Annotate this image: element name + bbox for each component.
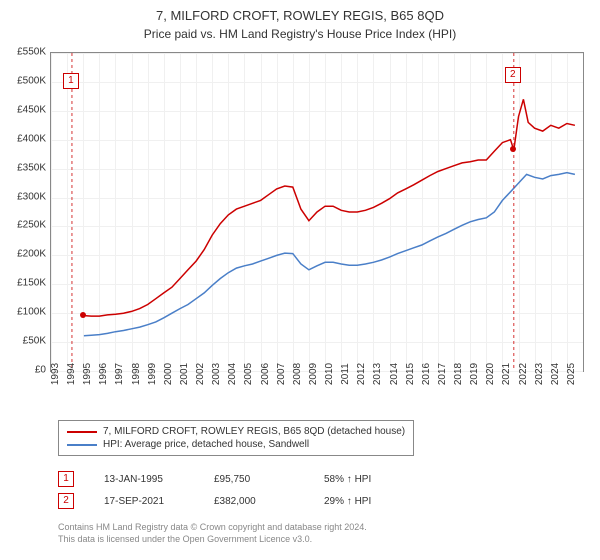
chart-lines: [51, 53, 583, 371]
x-axis-label: 1995: [82, 363, 93, 385]
x-axis-label: 2022: [518, 363, 529, 385]
x-axis-label: 2013: [372, 363, 383, 385]
annotation-marker: 2: [505, 67, 521, 83]
event-price: £95,750: [214, 474, 294, 485]
x-axis-label: 2017: [437, 363, 448, 385]
data-point-marker: [510, 146, 516, 152]
event-row: 2 17-SEP-2021 £382,000 29% ↑ HPI: [58, 490, 404, 512]
y-axis-label: £350K: [17, 162, 46, 173]
legend-box: 7, MILFORD CROFT, ROWLEY REGIS, B65 8QD …: [58, 420, 414, 456]
x-axis-label: 2001: [179, 363, 190, 385]
x-axis-label: 2018: [453, 363, 464, 385]
legend-label: 7, MILFORD CROFT, ROWLEY REGIS, B65 8QD …: [103, 426, 405, 437]
x-axis-label: 2005: [243, 363, 254, 385]
y-axis-label: £100K: [17, 307, 46, 318]
y-axis-label: £500K: [17, 75, 46, 86]
event-date: 13-JAN-1995: [104, 474, 184, 485]
chart-container: 7, MILFORD CROFT, ROWLEY REGIS, B65 8QD …: [0, 0, 600, 560]
footer-line: This data is licensed under the Open Gov…: [58, 534, 367, 546]
event-price: £382,000: [214, 496, 294, 507]
footer-text: Contains HM Land Registry data © Crown c…: [58, 522, 367, 545]
x-axis-label: 1993: [50, 363, 61, 385]
chart-title: 7, MILFORD CROFT, ROWLEY REGIS, B65 8QD: [0, 0, 600, 23]
event-marker: 2: [58, 493, 74, 509]
x-axis-label: 2010: [324, 363, 335, 385]
x-axis-label: 2000: [163, 363, 174, 385]
plot-area: [50, 52, 584, 372]
x-axis-label: 1999: [147, 363, 158, 385]
x-axis-label: 2021: [501, 363, 512, 385]
x-axis-label: 2019: [469, 363, 480, 385]
legend-label: HPI: Average price, detached house, Sand…: [103, 439, 309, 450]
event-marker: 1: [58, 471, 74, 487]
x-axis-label: 2011: [340, 363, 351, 385]
annotation-marker: 1: [63, 73, 79, 89]
x-axis-label: 1994: [66, 363, 77, 385]
y-axis-label: £150K: [17, 278, 46, 289]
chart-subtitle: Price paid vs. HM Land Registry's House …: [0, 23, 600, 41]
x-axis-label: 2007: [276, 363, 287, 385]
legend-swatch: [67, 444, 97, 446]
event-row: 1 13-JAN-1995 £95,750 58% ↑ HPI: [58, 468, 404, 490]
x-axis-label: 2002: [195, 363, 206, 385]
y-axis-label: £400K: [17, 133, 46, 144]
x-axis-label: 2014: [389, 363, 400, 385]
y-axis-label: £0: [35, 365, 46, 376]
legend-item: 7, MILFORD CROFT, ROWLEY REGIS, B65 8QD …: [67, 425, 405, 438]
legend-swatch: [67, 431, 97, 433]
y-axis-label: £450K: [17, 104, 46, 115]
event-hpi: 58% ↑ HPI: [324, 474, 404, 485]
x-axis-label: 2023: [534, 363, 545, 385]
x-axis-label: 2006: [260, 363, 271, 385]
x-axis-label: 2020: [485, 363, 496, 385]
y-axis-label: £250K: [17, 220, 46, 231]
x-axis-label: 1997: [114, 363, 125, 385]
x-axis-label: 1998: [131, 363, 142, 385]
x-axis-label: 2009: [308, 363, 319, 385]
x-axis-label: 2012: [356, 363, 367, 385]
footer-line: Contains HM Land Registry data © Crown c…: [58, 522, 367, 534]
event-date: 17-SEP-2021: [104, 496, 184, 507]
y-axis-label: £550K: [17, 47, 46, 58]
y-axis-label: £300K: [17, 191, 46, 202]
x-axis-label: 2024: [550, 363, 561, 385]
x-axis-label: 2004: [227, 363, 238, 385]
event-hpi: 29% ↑ HPI: [324, 496, 404, 507]
data-point-marker: [80, 312, 86, 318]
y-axis-label: £200K: [17, 249, 46, 260]
event-table: 1 13-JAN-1995 £95,750 58% ↑ HPI 2 17-SEP…: [58, 468, 404, 512]
x-axis-label: 2015: [405, 363, 416, 385]
y-axis-label: £50K: [23, 336, 46, 347]
x-axis-label: 1996: [98, 363, 109, 385]
x-axis-label: 2003: [211, 363, 222, 385]
x-axis-label: 2008: [292, 363, 303, 385]
x-axis-label: 2016: [421, 363, 432, 385]
x-axis-label: 2025: [566, 363, 577, 385]
legend-item: HPI: Average price, detached house, Sand…: [67, 438, 405, 451]
